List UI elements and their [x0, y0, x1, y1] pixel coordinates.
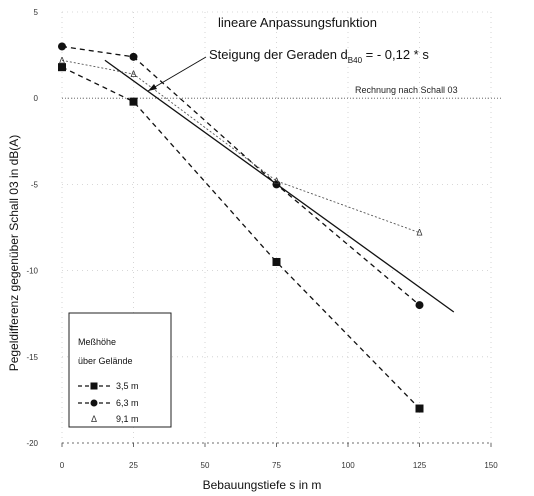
series-0-point-0	[58, 63, 66, 72]
annotation-title: lineare Anpassungsfunktion	[218, 15, 377, 30]
x-tick-label-1: 25	[129, 461, 138, 470]
x-tick-label-5: 125	[413, 461, 427, 470]
legend-marker-0	[90, 382, 98, 390]
series-2-point-3: Δ	[416, 228, 422, 238]
legend-title-line2: über Gelände	[78, 356, 133, 366]
annotation-formula-sub: B40	[348, 56, 363, 65]
series-1-point-2	[272, 180, 281, 189]
series-0-point-2	[272, 257, 281, 266]
annotation-arrow-line	[147, 56, 207, 92]
y-tick-label-4: -15	[26, 353, 38, 362]
series-2-point-0: Δ	[59, 55, 65, 65]
series-line-0	[61, 66, 420, 409]
x-axis-label: Bebauungstiefe s in m	[203, 478, 322, 492]
legend-marker-2: Δ	[91, 414, 97, 424]
series-line-1	[61, 45, 420, 306]
x-tick-label-6: 150	[484, 461, 498, 470]
series-1	[58, 42, 424, 310]
series-2-point-2: Δ	[273, 176, 279, 186]
annotation-formula-prefix: Steigung der Geraden d	[209, 47, 348, 62]
legend-title-line1: Meßhöhe	[78, 337, 116, 347]
series-group: Δ Δ Δ Δ	[58, 42, 424, 413]
grid	[61, 11, 492, 444]
series-1-point-1	[129, 52, 138, 61]
legend: Meßhöhe über Gelände 3,5 m 6,3 m Δ 9,1 m	[68, 312, 172, 428]
legend-label-2: 9,1 m	[116, 414, 139, 424]
legend-marker-1	[90, 399, 98, 407]
y-tick-label-1: 0	[34, 94, 39, 103]
series-1-point-3	[415, 301, 424, 310]
series-line-2	[61, 59, 420, 234]
x-tick-label-0: 0	[60, 461, 65, 470]
x-tick-label-4: 100	[341, 461, 355, 470]
series-1-point-0	[58, 42, 66, 51]
y-tick-label-5: -20	[26, 439, 38, 448]
series-0	[58, 63, 424, 413]
series-0-point-1	[129, 97, 138, 106]
y-tick-label-0: 5	[34, 8, 39, 17]
annotation-formula: Steigung der Geraden dB40 = - 0,12 * s	[209, 47, 429, 65]
x-tick-label-3: 75	[272, 461, 281, 470]
legend-items: 3,5 m 6,3 m Δ 9,1 m	[78, 381, 139, 424]
annotation-arrow-head	[148, 84, 157, 91]
legend-box	[68, 312, 172, 428]
legend-label-0: 3,5 m	[116, 381, 139, 391]
legend-item-2: Δ 9,1 m	[91, 414, 139, 424]
y-tick-label-3: -10	[26, 267, 38, 276]
series-2: Δ Δ Δ Δ	[59, 55, 423, 237]
legend-label-1: 6,3 m	[116, 398, 139, 408]
annotation-formula-suffix: = - 0,12 * s	[362, 47, 429, 62]
series-2-point-1: Δ	[130, 69, 136, 79]
y-axis-label: Pegeldifferenz gegenüber Schall 03 in dB…	[7, 135, 21, 372]
reference-line-label: Rechnung nach Schall 03	[355, 85, 458, 95]
legend-item-1: 6,3 m	[78, 398, 139, 408]
x-tick-label-2: 50	[201, 461, 210, 470]
series-0-point-3	[415, 404, 424, 413]
legend-item-0: 3,5 m	[78, 381, 139, 391]
y-tick-label-2: -5	[31, 180, 39, 189]
